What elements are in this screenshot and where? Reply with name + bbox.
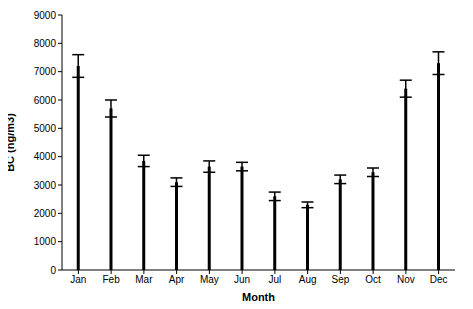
svg-text:0: 0 [50,265,56,276]
svg-text:Jan: Jan [70,274,86,285]
svg-text:6000: 6000 [34,95,57,106]
svg-text:Aug: Aug [299,274,317,285]
svg-text:Nov: Nov [397,274,415,285]
svg-text:Jun: Jun [234,274,250,285]
svg-text:7000: 7000 [34,66,57,77]
svg-text:Mar: Mar [135,274,153,285]
svg-text:Dec: Dec [430,274,448,285]
svg-text:Sep: Sep [331,274,349,285]
svg-text:BC (ng/m3): BC (ng/m3) [8,113,16,172]
svg-text:Jul: Jul [268,274,281,285]
svg-text:3000: 3000 [34,180,57,191]
svg-text:May: May [200,274,219,285]
svg-text:Apr: Apr [169,274,185,285]
svg-text:1000: 1000 [34,236,57,247]
svg-text:Month: Month [242,291,275,301]
svg-text:4000: 4000 [34,151,57,162]
svg-text:Oct: Oct [365,274,381,285]
svg-text:9000: 9000 [34,10,57,21]
svg-text:2000: 2000 [34,208,57,219]
svg-text:8000: 8000 [34,38,57,49]
svg-text:5000: 5000 [34,123,57,134]
svg-text:Feb: Feb [103,274,121,285]
